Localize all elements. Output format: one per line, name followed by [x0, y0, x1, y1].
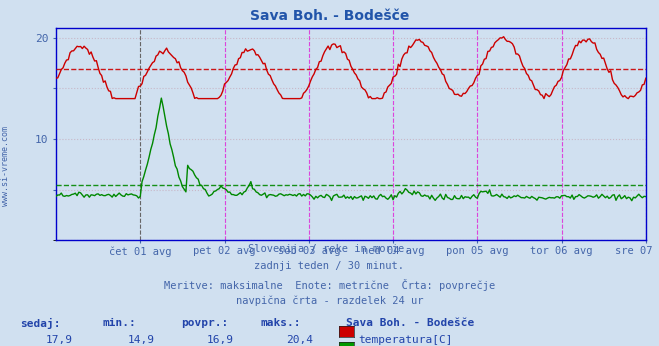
Text: Sava Boh. - Bodešče: Sava Boh. - Bodešče	[250, 9, 409, 22]
Text: min.:: min.:	[102, 318, 136, 328]
Text: zadnji teden / 30 minut.: zadnji teden / 30 minut.	[254, 261, 405, 271]
Text: Slovenija / reke in morje.: Slovenija / reke in morje.	[248, 244, 411, 254]
Text: navpična črta - razdelek 24 ur: navpična črta - razdelek 24 ur	[236, 296, 423, 306]
Text: 16,9: 16,9	[207, 335, 234, 345]
Text: Sava Boh. - Bodešče: Sava Boh. - Bodešče	[346, 318, 474, 328]
Text: 20,4: 20,4	[286, 335, 313, 345]
Text: 14,9: 14,9	[128, 335, 155, 345]
Text: www.si-vreme.com: www.si-vreme.com	[1, 126, 10, 206]
Text: maks.:: maks.:	[260, 318, 301, 328]
Text: 17,9: 17,9	[45, 335, 72, 345]
Text: Meritve: maksimalne  Enote: metrične  Črta: povprečje: Meritve: maksimalne Enote: metrične Črta…	[164, 279, 495, 291]
Text: sedaj:: sedaj:	[20, 318, 60, 329]
Text: temperatura[C]: temperatura[C]	[358, 335, 452, 345]
Text: povpr.:: povpr.:	[181, 318, 229, 328]
